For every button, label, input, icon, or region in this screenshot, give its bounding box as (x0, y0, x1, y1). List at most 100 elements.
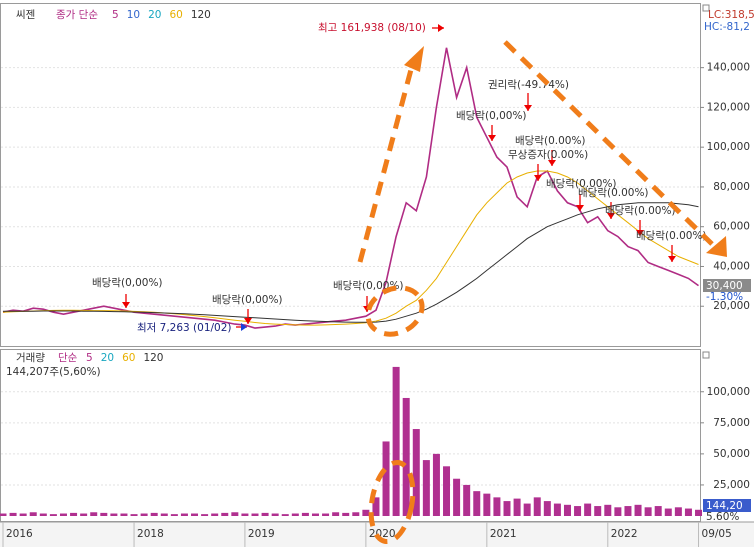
annotation: 배당락(0.00%) (578, 187, 649, 199)
volume-bar (453, 478, 461, 516)
volume-bar (110, 513, 118, 516)
y-tick-label: 40,000 (713, 260, 750, 272)
volume-bar (19, 513, 27, 516)
volume-bar (523, 503, 531, 516)
x-tick-label: 09/05 (702, 528, 732, 540)
volume-bar (59, 513, 67, 516)
annotation: 최고 161,938 (08/10) (318, 22, 426, 34)
price-tag (703, 279, 751, 292)
volume-bar (543, 501, 551, 516)
volume-bar (251, 513, 259, 516)
annotation: 배당락(0.00%) (636, 230, 707, 242)
volume-bar (211, 513, 219, 516)
volume-bar (533, 497, 541, 516)
volume-bar (483, 493, 491, 516)
volume-bar (191, 513, 199, 516)
volume-bar (80, 513, 88, 516)
volume-bar (120, 513, 128, 516)
ma-period: 20 (101, 352, 114, 364)
x-tick-label: 2019 (248, 528, 275, 540)
volume-bar (503, 501, 511, 516)
volume-bar (382, 441, 390, 516)
volume-bar (39, 513, 47, 516)
volume-info: 144,207주(5,60%) (6, 366, 101, 378)
volume-bar (624, 506, 632, 516)
volume-bar (70, 512, 78, 516)
price-panel (0, 3, 701, 347)
volume-bar (90, 512, 98, 516)
y-tick-label: 140,000 (707, 62, 750, 74)
volume-ma-label: 단순 (58, 352, 78, 364)
stock-name: 씨젠 (16, 9, 35, 21)
volume-bar (422, 460, 430, 516)
last-price: 30,400 (706, 280, 743, 292)
ma-period: 60 (169, 9, 182, 21)
arrow-head (607, 213, 615, 219)
volume-tag (703, 499, 751, 512)
ma-period: 20 (148, 9, 161, 21)
volume-bar (140, 513, 148, 516)
volume-pct: 5.60% (706, 511, 739, 523)
arrow-head (241, 323, 247, 331)
volume-bar (130, 514, 138, 516)
volume-bar (301, 512, 309, 516)
ma-period: 10 (127, 9, 140, 21)
arrow-head (576, 205, 584, 211)
volume-bar (241, 513, 249, 516)
change: -1.30% (706, 291, 743, 303)
volume-bar (49, 514, 57, 516)
volume-bar (563, 504, 571, 516)
volume-bar (402, 397, 410, 516)
volume-bar (29, 512, 37, 516)
moving-average (3, 202, 699, 323)
x-tick-label: 2016 (6, 528, 33, 540)
circle (368, 459, 416, 545)
volume-bar (463, 484, 471, 516)
down-arrow (503, 40, 714, 246)
arrow-head (534, 175, 542, 181)
volume-bar (443, 466, 451, 516)
volume-bar (160, 513, 168, 516)
volume-bar (150, 512, 158, 516)
panel-box (702, 351, 710, 359)
volume-bar (493, 497, 501, 516)
y-tick-label: 50,000 (713, 448, 750, 460)
volume-bar (180, 513, 188, 516)
y-tick-label: 25,000 (713, 479, 750, 491)
volume-bar (362, 509, 370, 516)
annotation: 무상증자(0.00%) (508, 149, 588, 161)
x-tick-label: 2022 (611, 528, 638, 540)
ma-period: 5 (86, 352, 93, 364)
volume-bar (684, 508, 692, 516)
y-tick-label: 75,000 (713, 417, 750, 429)
arrow-head (524, 105, 532, 111)
ma-period: 120 (143, 352, 163, 364)
volume-bar (170, 514, 178, 516)
ma-label: 종가 단순 (56, 9, 98, 21)
arrow-head (404, 46, 424, 72)
volume-bar (372, 497, 380, 516)
x-tick-label: 2018 (137, 528, 164, 540)
annotation: 배당락(0,00%) (456, 110, 527, 122)
volume-bar (432, 453, 440, 516)
circle (365, 285, 425, 337)
volume-title: 거래량 (16, 352, 45, 364)
annotation: 배당락(0,00%) (212, 294, 283, 306)
volume-bar (412, 429, 420, 516)
hc-label: HC:-81,2 (704, 21, 750, 33)
arrow-head (706, 236, 727, 257)
trend-arrows (357, 40, 714, 545)
y-tick-label: 60,000 (713, 221, 750, 233)
ma-period: 120 (191, 9, 211, 21)
volume-bar (221, 512, 229, 516)
volume-bar (644, 507, 652, 516)
volume-bar (9, 512, 17, 516)
volume-bar (311, 513, 319, 516)
moving-average (2, 170, 699, 326)
volume-bar (553, 503, 561, 516)
volume-bar (634, 504, 642, 516)
arrow-head (122, 302, 130, 308)
volume-bar (594, 506, 602, 516)
panel-box (702, 4, 710, 12)
